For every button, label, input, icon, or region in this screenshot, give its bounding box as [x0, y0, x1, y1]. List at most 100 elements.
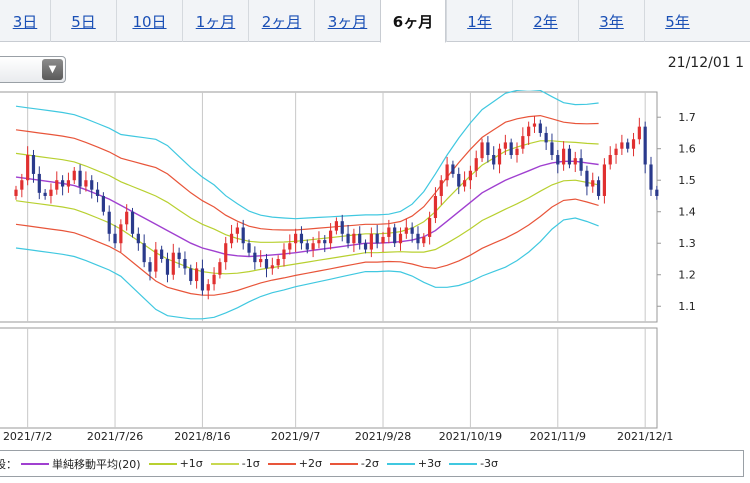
tab-0[interactable]: 3日 [12, 12, 38, 31]
candle-body [113, 233, 117, 244]
candle-body [136, 233, 140, 244]
candle-body [416, 233, 420, 244]
candle-body [655, 189, 659, 196]
y-tick-label: 1.3 [678, 237, 696, 250]
candle-body [49, 189, 53, 196]
candle-body [20, 180, 24, 190]
x-tick-label: 2021/7/26 [87, 430, 143, 443]
tab-4[interactable]: 2ヶ月 [248, 0, 314, 42]
legend-swatch [329, 462, 358, 465]
candle-body [457, 173, 461, 187]
candle-body [567, 148, 572, 165]
legend-items: 単純移動平均(20) +1σ -1σ +2σ -2σ +3σ -3σ [21, 456, 506, 472]
candle-body [474, 158, 478, 171]
legend-item-1: +1σ [148, 457, 203, 470]
candle-body [445, 164, 449, 181]
candle-body [620, 142, 624, 149]
candle-body [125, 211, 129, 225]
candle-body [358, 233, 362, 244]
y-tick-label: 1.7 [678, 111, 696, 124]
candle-body [78, 170, 82, 187]
candle-body [212, 274, 216, 285]
candle-body [218, 262, 222, 275]
candle-body [591, 180, 595, 187]
candle-body [288, 243, 292, 250]
candle-body [334, 221, 339, 231]
tab-8[interactable]: 2年 [512, 0, 578, 42]
candle-body [614, 148, 618, 156]
candle-body [183, 258, 187, 269]
tab-9[interactable]: 3年 [578, 0, 644, 42]
x-tick-label: 2021/9/7 [271, 430, 320, 443]
volume-panel [0, 327, 658, 429]
candle-body [130, 211, 135, 234]
candle-body [270, 265, 274, 269]
candle-body [585, 170, 589, 187]
tab-3[interactable]: 1ヶ月 [182, 0, 248, 42]
x-tick-label: 2021/11/9 [530, 430, 586, 443]
plot-area [0, 91, 658, 323]
candle-body [532, 123, 537, 127]
candle-body [428, 218, 432, 237]
x-tick-label: 2021/8/16 [174, 430, 230, 443]
candle-body [562, 148, 566, 165]
candle-body [509, 142, 513, 156]
tab-5[interactable]: 3ヶ月 [314, 0, 380, 42]
tab-2[interactable]: 10日 [116, 0, 182, 42]
legend-label: +1σ [179, 457, 203, 470]
candle-body [451, 164, 455, 174]
candle-body [194, 268, 199, 282]
tab-1[interactable]: 5日 [50, 0, 116, 42]
candle-body [305, 243, 309, 250]
tab-7[interactable]: 1年 [446, 0, 512, 42]
candle-body [515, 148, 519, 156]
candle-body [224, 243, 228, 263]
x-tick-label: 2021/10/19 [439, 430, 502, 443]
candle-body [387, 227, 391, 237]
candle-body [486, 142, 490, 156]
candle-body [229, 233, 234, 244]
band-3sigma-lower [15, 217, 599, 320]
x-tick-label: 2021/12/1 [617, 430, 673, 443]
legend-label: -1σ [241, 457, 260, 470]
candle-body [649, 164, 653, 190]
band-2sigma-lower [15, 198, 599, 296]
candle-body [282, 249, 286, 259]
candle-body [264, 258, 269, 269]
y-tick-label: 1.5 [678, 174, 696, 187]
chevron-down-icon[interactable]: ▼ [42, 59, 63, 80]
legend-prefix: 設： [0, 457, 17, 471]
candle-body [294, 233, 298, 244]
legend-item-4: -2σ [329, 457, 379, 470]
candle-body [381, 236, 385, 244]
candle-body [165, 258, 170, 275]
legend-label: 単純移動平均(20) [52, 457, 141, 471]
candle-body [439, 180, 443, 196]
candle-body [241, 227, 245, 244]
legend-item-2: -1σ [210, 457, 260, 470]
candle-body [608, 155, 612, 165]
tab-6[interactable]: 6ヶ月 [380, 0, 446, 43]
indicator-select[interactable]: ▼ [0, 56, 66, 83]
candle-body [177, 252, 181, 259]
candle-body [235, 227, 239, 234]
tab-10[interactable]: 5年 [644, 0, 710, 42]
legend-item-3: +2σ [267, 457, 322, 470]
x-tick-label: 2021/9/28 [355, 430, 411, 443]
candle-body [398, 233, 403, 244]
candle-body [340, 221, 344, 234]
legend-item-6: -3σ [449, 457, 498, 470]
candle-body [521, 136, 525, 149]
candle-body [26, 155, 30, 181]
candle-body [31, 155, 36, 174]
candle-body [637, 126, 641, 140]
legend-swatch [210, 462, 239, 465]
candle-body [72, 170, 76, 181]
x-tick-label: 2021/7/2 [3, 430, 52, 443]
candle-body [433, 195, 438, 219]
legend-label: +2σ [298, 457, 322, 470]
candle-body [95, 189, 100, 196]
candle-body [84, 180, 88, 187]
candle-body [369, 233, 373, 250]
period-tabs: 3日 5日 10日 1ヶ月 2ヶ月 3ヶ月 6ヶ月 1年 2年 3年 5年 [0, 0, 750, 43]
